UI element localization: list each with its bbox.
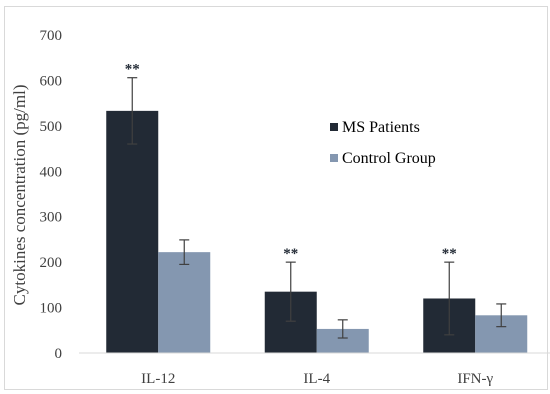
legend-label: MS Patients	[342, 119, 420, 136]
x-tick-label: IL-12	[141, 371, 175, 387]
legend: MS Patients Control Group	[330, 119, 436, 167]
legend-label: Control Group	[342, 150, 436, 167]
significance-marker: **	[283, 246, 298, 262]
significance-marker: **	[125, 62, 140, 78]
y-tick-label: 100	[40, 301, 63, 317]
y-axis-ticks: 0 100 200 300 400 500 600 700	[40, 28, 63, 362]
legend-swatch	[330, 123, 338, 131]
x-tick-label: IFN-γ	[457, 371, 493, 387]
y-tick-label: 300	[40, 210, 63, 226]
bars-group	[106, 110, 528, 353]
significance-markers: ** ** **	[125, 62, 457, 262]
x-tick-label: IL-4	[303, 371, 330, 387]
y-tick-label: 400	[40, 164, 63, 180]
y-tick-label: 0	[55, 346, 63, 362]
significance-marker: **	[442, 246, 457, 262]
y-tick-label: 200	[40, 255, 63, 271]
y-tick-label: 700	[40, 28, 63, 44]
error-bars-group	[127, 77, 507, 339]
y-axis-label: Cytokines concentration (pg/ml)	[10, 85, 29, 306]
y-tick-label: 500	[40, 119, 63, 135]
bar-control-group-0	[158, 252, 211, 353]
x-axis-ticks: IL-12 IL-4 IFN-γ	[141, 371, 493, 387]
bar-ms-patients-0	[106, 110, 159, 353]
y-tick-label: 600	[40, 73, 63, 89]
legend-swatch	[330, 154, 338, 162]
